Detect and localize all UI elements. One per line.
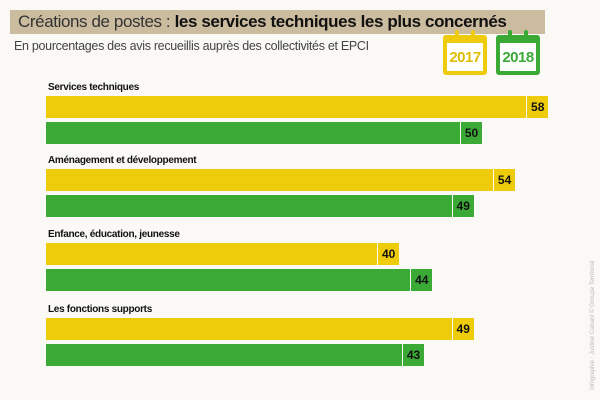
bar-2017 xyxy=(46,169,494,191)
bar-2018 xyxy=(46,195,452,217)
data-label-2017: 58 xyxy=(527,96,549,118)
data-label-2018: 49 xyxy=(452,195,474,217)
legend-2018-label: 2018 xyxy=(502,49,534,66)
bar-2018 xyxy=(46,122,460,144)
category-label: Les fonctions supports xyxy=(48,304,152,315)
legend-2018-calendar-icon: 2018 xyxy=(496,30,540,75)
bar-2018 xyxy=(46,269,411,291)
credit: Infographie : Justine Cabard © Groupe Te… xyxy=(590,260,596,390)
bar-2017 xyxy=(46,243,378,265)
chart-title: Créations de postes : les services techn… xyxy=(18,12,507,32)
legend-2017-calendar-icon: 2017 xyxy=(443,30,487,75)
bar-2017 xyxy=(46,318,452,340)
data-label-2018: 43 xyxy=(403,344,425,366)
data-label-2018: 44 xyxy=(411,269,433,291)
title-bold: les services techniques les plus concern… xyxy=(174,12,507,31)
data-label-2017: 54 xyxy=(494,169,516,191)
bar-2018 xyxy=(46,344,403,366)
legend-2017-label: 2017 xyxy=(449,49,481,66)
bar-2017 xyxy=(46,96,527,118)
data-label-2018: 50 xyxy=(461,122,482,144)
data-label-2017: 49 xyxy=(452,318,474,340)
category-label: Enfance, éducation, jeunesse xyxy=(48,229,180,240)
title-light: Créations de postes : xyxy=(18,12,175,31)
data-label-2017: 40 xyxy=(378,243,400,265)
category-label: Aménagement et développement xyxy=(48,155,197,166)
chart-subtitle: En pourcentages des avis recueillis aupr… xyxy=(14,39,369,53)
category-label: Services techniques xyxy=(48,82,140,93)
